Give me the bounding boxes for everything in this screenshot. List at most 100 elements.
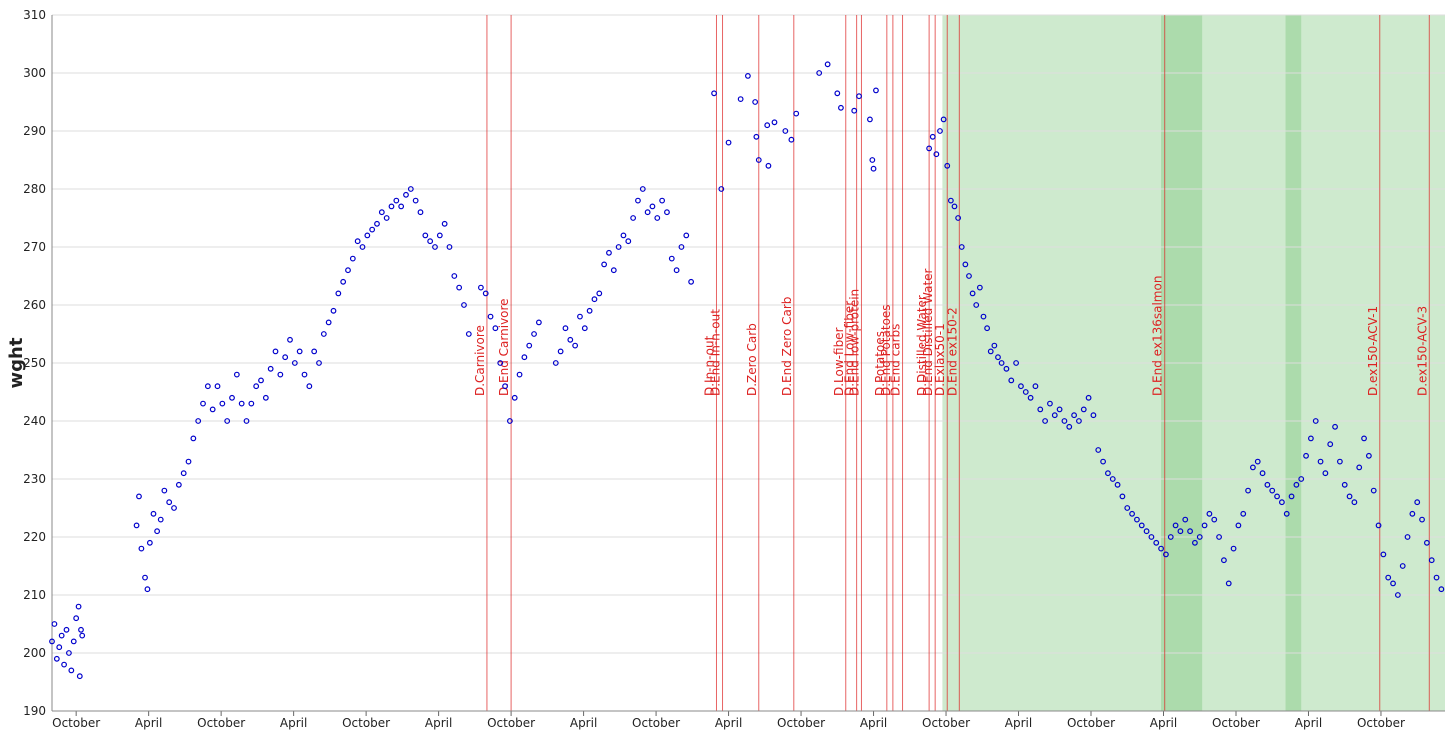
data-point <box>718 186 725 192</box>
data-point <box>209 406 216 413</box>
data-point <box>793 110 800 117</box>
data-point <box>649 203 656 210</box>
data-point <box>969 290 976 297</box>
data-point <box>1394 592 1401 598</box>
data-point <box>1119 493 1126 500</box>
data-point <box>976 284 983 291</box>
data-point <box>1003 365 1010 372</box>
data-point <box>506 418 513 424</box>
data-point <box>856 93 862 100</box>
data-point <box>1143 528 1150 535</box>
annotation-label: D.End Low-fiber <box>843 301 857 396</box>
data-point <box>929 133 936 140</box>
data-point <box>834 90 841 97</box>
data-point <box>219 400 226 407</box>
data-point <box>364 232 371 239</box>
data-point <box>374 220 380 227</box>
data-point <box>1351 499 1358 506</box>
data-point <box>142 574 148 581</box>
x-tick-label: October <box>777 716 825 730</box>
annotation-label: D.ex150-ACV-3 <box>1415 306 1429 396</box>
data-point <box>737 96 744 102</box>
data-point <box>1423 539 1430 546</box>
data-point <box>461 302 467 308</box>
data-point <box>991 342 998 349</box>
data-point <box>678 244 685 250</box>
annotation-label: D.Potatoes <box>873 331 887 396</box>
data-point <box>980 313 987 320</box>
data-point <box>306 383 313 390</box>
data-point <box>995 354 1001 361</box>
data-point <box>1196 534 1203 540</box>
data-point <box>1365 452 1372 459</box>
x-tick-label: October <box>1357 716 1405 730</box>
data-point <box>1307 435 1314 442</box>
data-point <box>76 673 83 680</box>
data-point <box>1235 522 1242 529</box>
data-point <box>229 394 235 401</box>
data-point <box>870 165 877 172</box>
y-tick-label: 230 <box>23 472 46 486</box>
data-point <box>267 365 274 372</box>
data-point <box>345 267 351 274</box>
data-point <box>1341 481 1348 488</box>
data-point <box>586 307 593 314</box>
data-point <box>1283 510 1290 517</box>
data-point <box>1438 586 1445 593</box>
data-point <box>272 348 279 355</box>
data-point <box>838 104 844 111</box>
data-point <box>958 244 965 250</box>
annotation-label: D.End low-protein <box>847 289 861 396</box>
data-point <box>1027 394 1034 401</box>
data-point <box>596 290 603 297</box>
data-point <box>1361 435 1367 442</box>
data-point <box>683 232 690 239</box>
x-tick-label: April <box>570 716 597 730</box>
data-point <box>1167 534 1174 540</box>
data-point <box>1240 510 1247 517</box>
data-point <box>70 638 77 645</box>
data-point <box>688 278 695 285</box>
data-point <box>531 331 537 337</box>
data-point <box>933 151 940 158</box>
data-point <box>1138 522 1145 529</box>
data-point <box>630 215 637 221</box>
x-tick-label: October <box>487 716 535 730</box>
data-point <box>1206 510 1213 517</box>
data-point <box>1264 481 1271 488</box>
data-point <box>56 644 63 651</box>
annotation-label: D.ex150-ACV-1 <box>1366 306 1380 396</box>
data-point <box>330 307 337 314</box>
data-point <box>1022 389 1029 395</box>
data-point <box>782 128 789 134</box>
data-point <box>1105 470 1111 477</box>
data-point <box>1409 510 1416 517</box>
annotation-label: D.End ex136salmon <box>1151 276 1165 396</box>
data-point <box>349 255 356 262</box>
data-point <box>487 313 494 320</box>
data-point <box>407 186 414 192</box>
data-point <box>1211 516 1218 523</box>
data-point <box>58 632 65 639</box>
y-tick-label: 240 <box>23 414 46 428</box>
data-point <box>296 348 303 355</box>
x-tick-label: April <box>425 716 452 730</box>
data-point <box>1433 574 1440 581</box>
data-point <box>497 360 504 366</box>
data-point <box>516 371 523 378</box>
data-point <box>1018 383 1024 390</box>
data-point <box>1153 539 1160 546</box>
x-tick-label: April <box>1150 716 1177 730</box>
data-point <box>937 128 943 134</box>
data-point <box>615 244 622 250</box>
data-point <box>940 116 947 123</box>
data-point <box>572 342 579 349</box>
data-point <box>926 145 933 152</box>
data-point <box>1317 458 1324 465</box>
data-point <box>233 371 240 378</box>
data-point <box>1071 412 1077 419</box>
data-point <box>1061 418 1068 424</box>
data-point <box>243 418 250 424</box>
annotation-label: D.End In-n-out <box>709 309 723 396</box>
data-point <box>63 626 70 633</box>
